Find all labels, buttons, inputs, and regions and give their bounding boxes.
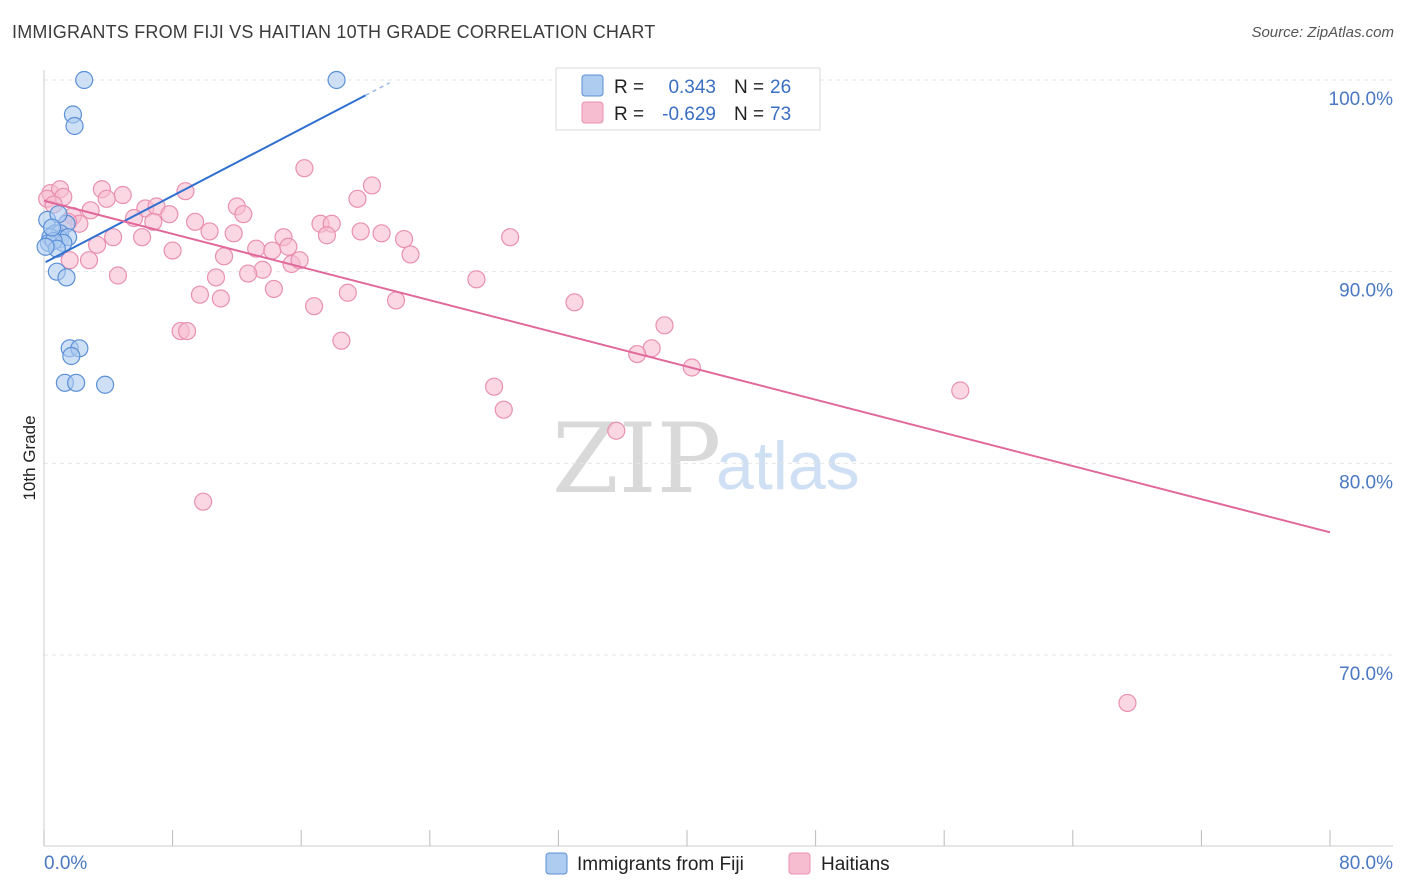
point-haitians bbox=[351, 222, 370, 241]
point-haitians bbox=[190, 285, 210, 304]
point-haitians bbox=[163, 241, 182, 260]
x-ticks bbox=[43, 830, 1331, 846]
point-haitians bbox=[97, 189, 116, 208]
point-haitians bbox=[565, 293, 584, 312]
point-haitians bbox=[239, 264, 258, 283]
point-haitians bbox=[607, 421, 626, 440]
point-fiji bbox=[36, 237, 55, 256]
point-haitians bbox=[113, 185, 132, 205]
point-haitians bbox=[186, 212, 205, 231]
point-haitians bbox=[317, 226, 337, 245]
legend-label-haiti: Haitians bbox=[821, 854, 890, 875]
point-haitians bbox=[655, 316, 674, 335]
stats-r-value-fiji: 0.343 bbox=[668, 77, 716, 98]
legend-label-fiji: Immigrants from Fiji bbox=[577, 854, 744, 875]
point-haitians bbox=[79, 251, 99, 270]
y-axis-label: 10th Grade bbox=[20, 415, 39, 500]
point-haitians bbox=[467, 270, 486, 289]
point-haitians bbox=[211, 289, 230, 308]
chart-title: IMMIGRANTS FROM FIJI VS HAITIAN 10TH GRA… bbox=[12, 22, 656, 42]
point-haitians bbox=[394, 229, 414, 249]
point-haitians bbox=[501, 228, 520, 247]
point-haitians bbox=[485, 377, 504, 396]
y-tick-labels: 70.0% 80.0% 90.0% 100.0% bbox=[1329, 89, 1394, 685]
point-haitians bbox=[263, 241, 282, 260]
point-haitians bbox=[132, 228, 152, 247]
series-fiji bbox=[36, 70, 346, 394]
legend-swatch-haiti bbox=[788, 852, 811, 875]
trend-line-haitians bbox=[43, 199, 1331, 534]
watermark-atlas: atlas bbox=[716, 428, 860, 504]
point-fiji bbox=[42, 218, 62, 237]
point-haitians bbox=[332, 331, 351, 350]
point-haitians bbox=[951, 381, 970, 400]
stats-n-value-fiji: 26 bbox=[770, 77, 791, 98]
stats-legend: R = 0.343 N = 26 R = -0.629 N = 73 bbox=[555, 67, 821, 131]
stats-swatch-haiti bbox=[581, 101, 604, 124]
point-haitians bbox=[494, 400, 513, 419]
point-haitians bbox=[194, 492, 213, 511]
point-haitians bbox=[372, 224, 391, 243]
point-haitians bbox=[295, 159, 314, 178]
point-fiji bbox=[95, 375, 115, 394]
stats-n-label-haiti: N = bbox=[734, 104, 764, 125]
grid bbox=[44, 79, 1393, 656]
source-credit: Source: ZipAtlas.com bbox=[1251, 24, 1394, 41]
point-haitians bbox=[348, 189, 367, 208]
watermark: ZIP atlas bbox=[552, 403, 860, 515]
point-haitians bbox=[144, 212, 163, 231]
point-haitians bbox=[386, 291, 406, 310]
point-haitians bbox=[160, 205, 179, 224]
point-haitians bbox=[104, 228, 123, 247]
point-haitians bbox=[401, 245, 420, 264]
point-fiji bbox=[57, 268, 76, 287]
point-haitians bbox=[206, 268, 226, 287]
legend-swatch-fiji bbox=[545, 852, 568, 875]
point-haitians bbox=[290, 251, 309, 270]
y-tick-label: 90.0% bbox=[1339, 281, 1393, 302]
point-haitians bbox=[60, 251, 79, 270]
y-tick-label: 70.0% bbox=[1339, 664, 1393, 685]
point-fiji bbox=[65, 116, 84, 136]
trend-line-fiji-extension bbox=[365, 82, 390, 96]
point-haitians bbox=[234, 205, 253, 224]
stats-r-label-haiti: R = bbox=[614, 104, 644, 125]
x-tick-label-min: 0.0% bbox=[44, 853, 87, 874]
y-tick-label: 80.0% bbox=[1339, 472, 1393, 493]
series-haitians bbox=[38, 70, 1137, 713]
stats-swatch-fiji bbox=[581, 74, 604, 97]
point-haitians bbox=[214, 247, 234, 266]
bottom-legend: Immigrants from Fiji Haitians bbox=[545, 852, 890, 875]
stats-n-label-fiji: N = bbox=[734, 77, 764, 98]
x-tick-label-max: 80.0% bbox=[1339, 853, 1393, 874]
point-haitians bbox=[304, 297, 324, 316]
point-fiji bbox=[62, 346, 81, 366]
point-haitians bbox=[338, 283, 357, 302]
point-fiji bbox=[75, 70, 94, 90]
y-tick-label: 100.0% bbox=[1329, 89, 1394, 110]
stats-n-value-haiti: 73 bbox=[770, 104, 791, 125]
point-fiji bbox=[327, 70, 346, 90]
point-haitians bbox=[279, 237, 298, 256]
point-haitians bbox=[108, 266, 128, 285]
point-fiji bbox=[67, 373, 86, 392]
point-haitians bbox=[177, 321, 197, 341]
point-haitians bbox=[224, 224, 243, 243]
trend-lines bbox=[43, 82, 1331, 534]
stats-r-label-fiji: R = bbox=[614, 77, 644, 98]
point-haitians bbox=[1118, 693, 1137, 713]
point-haitians bbox=[200, 222, 219, 241]
watermark-zip: ZIP bbox=[552, 403, 721, 515]
point-haitians bbox=[264, 279, 283, 299]
point-haitians bbox=[362, 176, 382, 195]
stats-r-value-haiti: -0.629 bbox=[662, 104, 716, 125]
trend-line-fiji bbox=[45, 94, 366, 263]
